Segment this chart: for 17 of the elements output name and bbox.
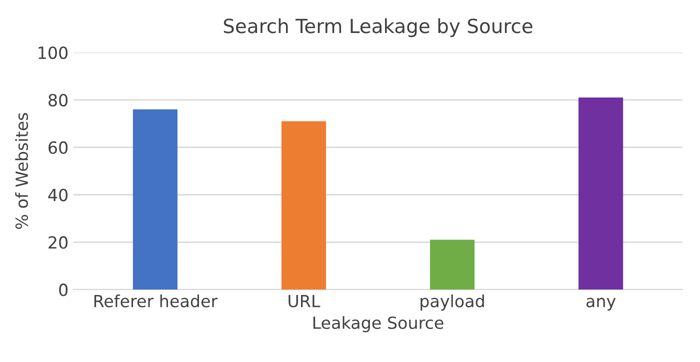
bar: [430, 240, 475, 290]
chart-title: Search Term Leakage by Source: [224, 18, 532, 38]
y-axis-title: % of Websites: [15, 113, 28, 229]
bar: [578, 98, 624, 290]
x-tick-label: any: [586, 298, 616, 311]
y-tick-label: 40: [48, 188, 68, 202]
y-tick-label: 20: [48, 236, 68, 249]
y-tick-label: 60: [48, 141, 68, 154]
bar: [132, 109, 178, 290]
x-tick-label: Referer header: [94, 294, 218, 308]
y-tick-label: 80: [48, 94, 68, 106]
y-tick-label: 0: [59, 284, 68, 296]
y-tick-label: 100: [38, 46, 68, 60]
x-axis-title: Leakage Source: [313, 316, 444, 332]
x-tick-label: URL: [288, 294, 320, 308]
x-tick-label: payload: [420, 294, 484, 311]
bar: [281, 121, 326, 290]
